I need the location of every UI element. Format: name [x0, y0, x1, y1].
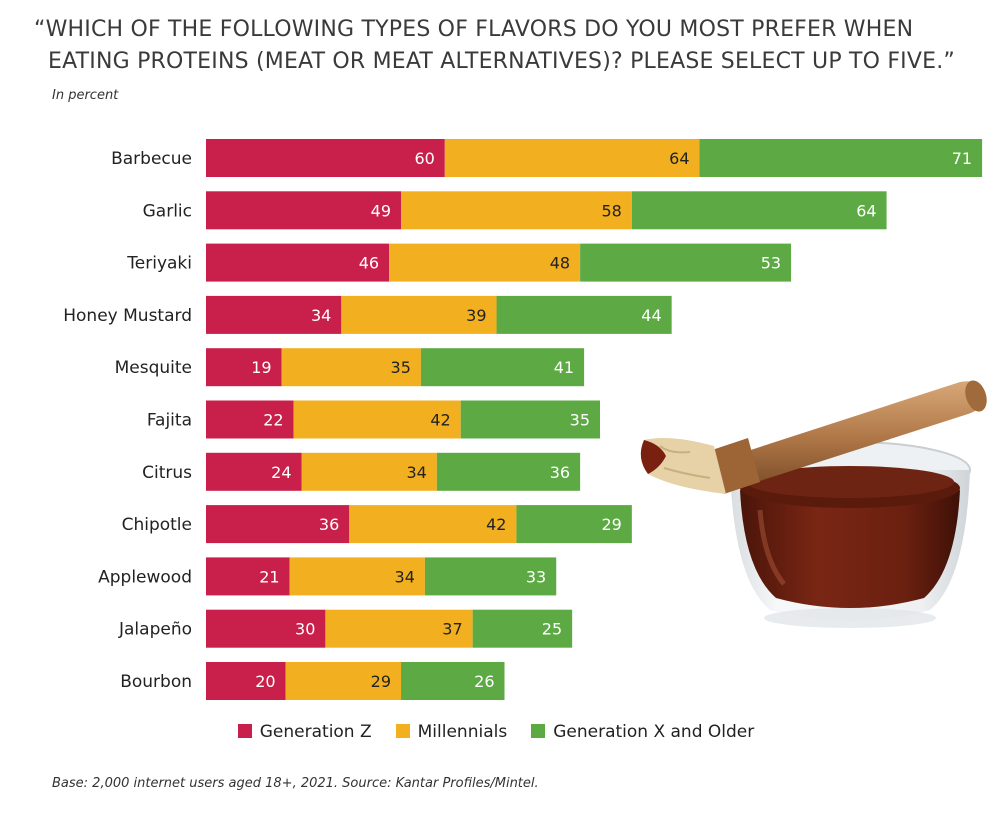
category-label: Mesquite: [115, 358, 192, 378]
category-label: Garlic: [143, 201, 192, 221]
data-label: 58: [602, 201, 622, 220]
category-label: Fajita: [147, 411, 192, 431]
bar-segment: [699, 139, 983, 177]
data-label: 29: [371, 672, 391, 691]
bar-segment: [206, 348, 282, 387]
bar-segment: [206, 243, 390, 282]
data-label: 35: [391, 358, 411, 377]
bbq-sauce-brush-photo: [640, 380, 987, 628]
category-label: Citrus: [142, 463, 192, 483]
data-label: 49: [371, 201, 391, 220]
data-label: 34: [406, 463, 426, 482]
bar-segment: [472, 609, 573, 648]
data-label: 46: [359, 254, 379, 273]
category-label: Applewood: [98, 567, 192, 587]
chart-legend: Generation Z Millennials Generation X and …: [0, 722, 992, 742]
data-label: 39: [466, 306, 486, 325]
data-label: 35: [570, 411, 590, 430]
bar-segment: [285, 662, 402, 700]
data-label: 30: [295, 620, 315, 639]
data-label: 20: [255, 672, 275, 691]
data-label: 42: [430, 411, 450, 430]
legend-item: Generation Z: [237, 722, 372, 742]
data-label: 37: [442, 620, 462, 639]
chart-subtitle: In percent: [52, 88, 119, 103]
bar-segment: [401, 662, 505, 700]
category-label: Honey Mustard: [63, 306, 192, 326]
legend-label: Generation Z: [259, 722, 372, 742]
chart-footer-source: Base: 2,000 internet users aged 18+, 202…: [52, 776, 539, 791]
bar-segment: [444, 139, 700, 177]
bar-segment: [289, 557, 425, 596]
legend-item: Generation X and Older: [531, 722, 754, 742]
bar-segment: [281, 348, 421, 387]
data-label: 33: [526, 567, 546, 586]
category-label: Bourbon: [120, 672, 192, 692]
data-label: 71: [952, 149, 972, 168]
bar-segment: [424, 557, 557, 596]
bar-segment: [401, 191, 632, 230]
data-label: 64: [669, 149, 689, 168]
bar-segment: [460, 400, 601, 439]
data-label: 36: [319, 515, 339, 534]
bar-segment: [496, 295, 672, 334]
data-label: 64: [856, 201, 876, 220]
category-label: Barbecue: [111, 149, 192, 169]
data-label: 44: [641, 306, 661, 325]
bar-segment: [206, 400, 294, 439]
bar-segment: [301, 452, 437, 491]
legend-swatch: [531, 724, 546, 738]
chart-title-line-2: EATING PROTEINS (MEAT OR MEAT ALTERNATIV…: [48, 49, 956, 74]
category-label: Chipotle: [122, 515, 192, 535]
data-label: 36: [550, 463, 570, 482]
bar-segment: [341, 295, 497, 334]
bar-segment: [206, 557, 290, 596]
legend-swatch: [395, 724, 410, 738]
data-label: 53: [761, 254, 781, 273]
bar-segment: [420, 348, 585, 387]
chart-title: “WHICH OF THE FOLLOWING TYPES OF FLAVORS…: [34, 14, 984, 78]
stacked-bar-chart: Barbecue 60 64 71 Garlic 49 58 64 Teriyaki 46 48 53…: [63, 139, 983, 700]
bar-segment: [206, 452, 302, 491]
category-label: Jalapeño: [118, 620, 192, 640]
bar-segment: [206, 139, 445, 177]
bar-segment: [436, 452, 581, 491]
data-label: 24: [271, 463, 291, 482]
data-label: 22: [263, 411, 283, 430]
data-label: 21: [259, 567, 279, 586]
bar-segment: [206, 662, 286, 700]
bar-segment: [631, 191, 887, 230]
data-label: 41: [554, 358, 574, 377]
data-label: 26: [474, 672, 494, 691]
legend-label: Millennials: [417, 722, 508, 742]
data-label: 42: [486, 515, 506, 534]
bar-segment: [206, 191, 402, 230]
data-label: 48: [550, 254, 570, 273]
bar-segment: [516, 505, 632, 544]
legend-item: Millennials: [395, 722, 508, 742]
chart-title-line-1: “WHICH OF THE FOLLOWING TYPES OF FLAVORS…: [34, 17, 914, 42]
bar-segment: [206, 295, 342, 334]
bar-segment: [206, 609, 326, 648]
data-label: 34: [311, 306, 331, 325]
bar-segment: [580, 243, 792, 282]
bar-segment: [206, 505, 350, 544]
bar-segment: [389, 243, 581, 282]
legend-swatch: [237, 724, 252, 738]
data-label: 29: [602, 515, 622, 534]
data-label: 25: [542, 620, 562, 639]
bar-segment: [293, 400, 461, 439]
category-label: Teriyaki: [126, 254, 192, 274]
legend-label: Generation X and Older: [553, 722, 755, 742]
bar-segment: [325, 609, 473, 648]
data-label: 19: [251, 358, 271, 377]
data-label: 60: [414, 149, 434, 168]
data-label: 34: [395, 567, 415, 586]
bar-segment: [349, 505, 517, 544]
